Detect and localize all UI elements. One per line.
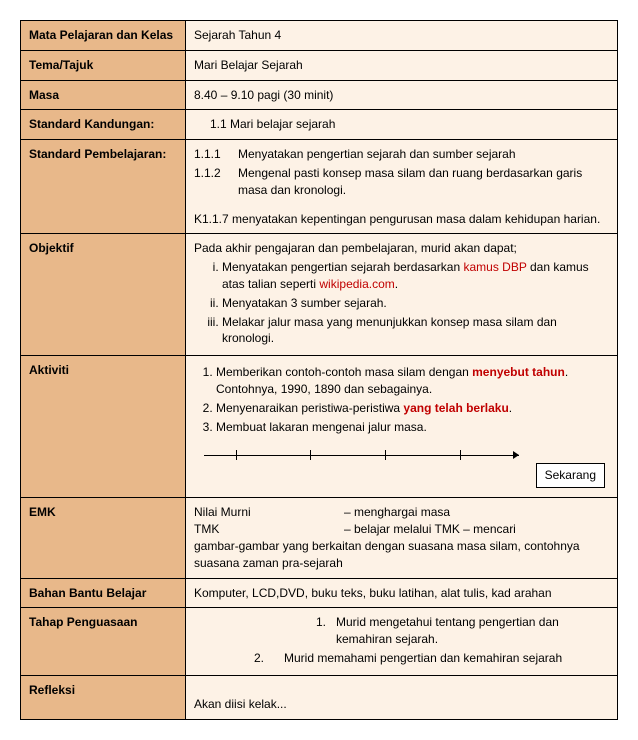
row-time-value: 8.40 – 9.10 pagi (30 minit) bbox=[186, 80, 618, 110]
stdlearn-item: 1.1.1 Menyatakan pengertian sejarah dan … bbox=[194, 146, 609, 163]
row-theme-label: Tema/Tajuk bbox=[21, 50, 186, 80]
row-activity-label: Aktiviti bbox=[21, 356, 186, 498]
row-bbb-value: Komputer, LCD,DVD, buku teks, buku latih… bbox=[186, 578, 618, 608]
row-subject-label: Mata Pelajaran dan Kelas bbox=[21, 21, 186, 51]
tahap-item: 2.Murid memahami pengertian dan kemahira… bbox=[254, 650, 609, 667]
row-time-label: Masa bbox=[21, 80, 186, 110]
lesson-plan-table: Mata Pelajaran dan Kelas Sejarah Tahun 4… bbox=[20, 20, 618, 720]
arrow-icon bbox=[513, 451, 519, 459]
objective-item: Melakar jalur masa yang menunjukkan kons… bbox=[222, 314, 609, 348]
row-objective-label: Objektif bbox=[21, 234, 186, 356]
stdlearn-extra: K1.1.7 menyatakan kepentingan pengurusan… bbox=[194, 211, 609, 228]
stdlearn-item: 1.1.2 Mengenal pasti konsep masa silam d… bbox=[194, 165, 609, 199]
row-emk-label: EMK bbox=[21, 498, 186, 578]
row-stdcontent-label: Standard Kandungan: bbox=[21, 110, 186, 140]
row-subject-value: Sejarah Tahun 4 bbox=[186, 21, 618, 51]
tahap-item: 1.Murid mengetahui tentang pengertian da… bbox=[254, 614, 609, 648]
row-theme-value: Mari Belajar Sejarah bbox=[186, 50, 618, 80]
row-activity-value: Memberikan contoh-contoh masa silam deng… bbox=[186, 356, 618, 498]
activity-item: Memberikan contoh-contoh masa silam deng… bbox=[216, 364, 609, 398]
row-emk-value: Nilai Murni– menghargai masa TMK– belaja… bbox=[186, 498, 618, 578]
timeline-now-label: Sekarang bbox=[536, 463, 605, 488]
timeline-diagram: Sekarang bbox=[194, 443, 609, 491]
row-objective-value: Pada akhir pengajaran dan pembelajaran, … bbox=[186, 234, 618, 356]
row-stdcontent-value: 1.1 Mari belajar sejarah bbox=[186, 110, 618, 140]
row-tahap-value: 1.Murid mengetahui tentang pengertian da… bbox=[186, 608, 618, 675]
row-stdlearn-label: Standard Pembelajaran: bbox=[21, 140, 186, 234]
objective-item: Menyatakan 3 sumber sejarah. bbox=[222, 295, 609, 312]
row-reflect-value: Akan diisi kelak... bbox=[186, 675, 618, 719]
row-tahap-label: Tahap Penguasaan bbox=[21, 608, 186, 675]
row-stdlearn-value: 1.1.1 Menyatakan pengertian sejarah dan … bbox=[186, 140, 618, 234]
row-reflect-label: Refleksi bbox=[21, 675, 186, 719]
activity-item: Membuat lakaran mengenai jalur masa. bbox=[216, 419, 609, 436]
activity-item: Menyenaraikan peristiwa-peristiwa yang t… bbox=[216, 400, 609, 417]
objective-item: Menyatakan pengertian sejarah berdasarka… bbox=[222, 259, 609, 293]
row-bbb-label: Bahan Bantu Belajar bbox=[21, 578, 186, 608]
